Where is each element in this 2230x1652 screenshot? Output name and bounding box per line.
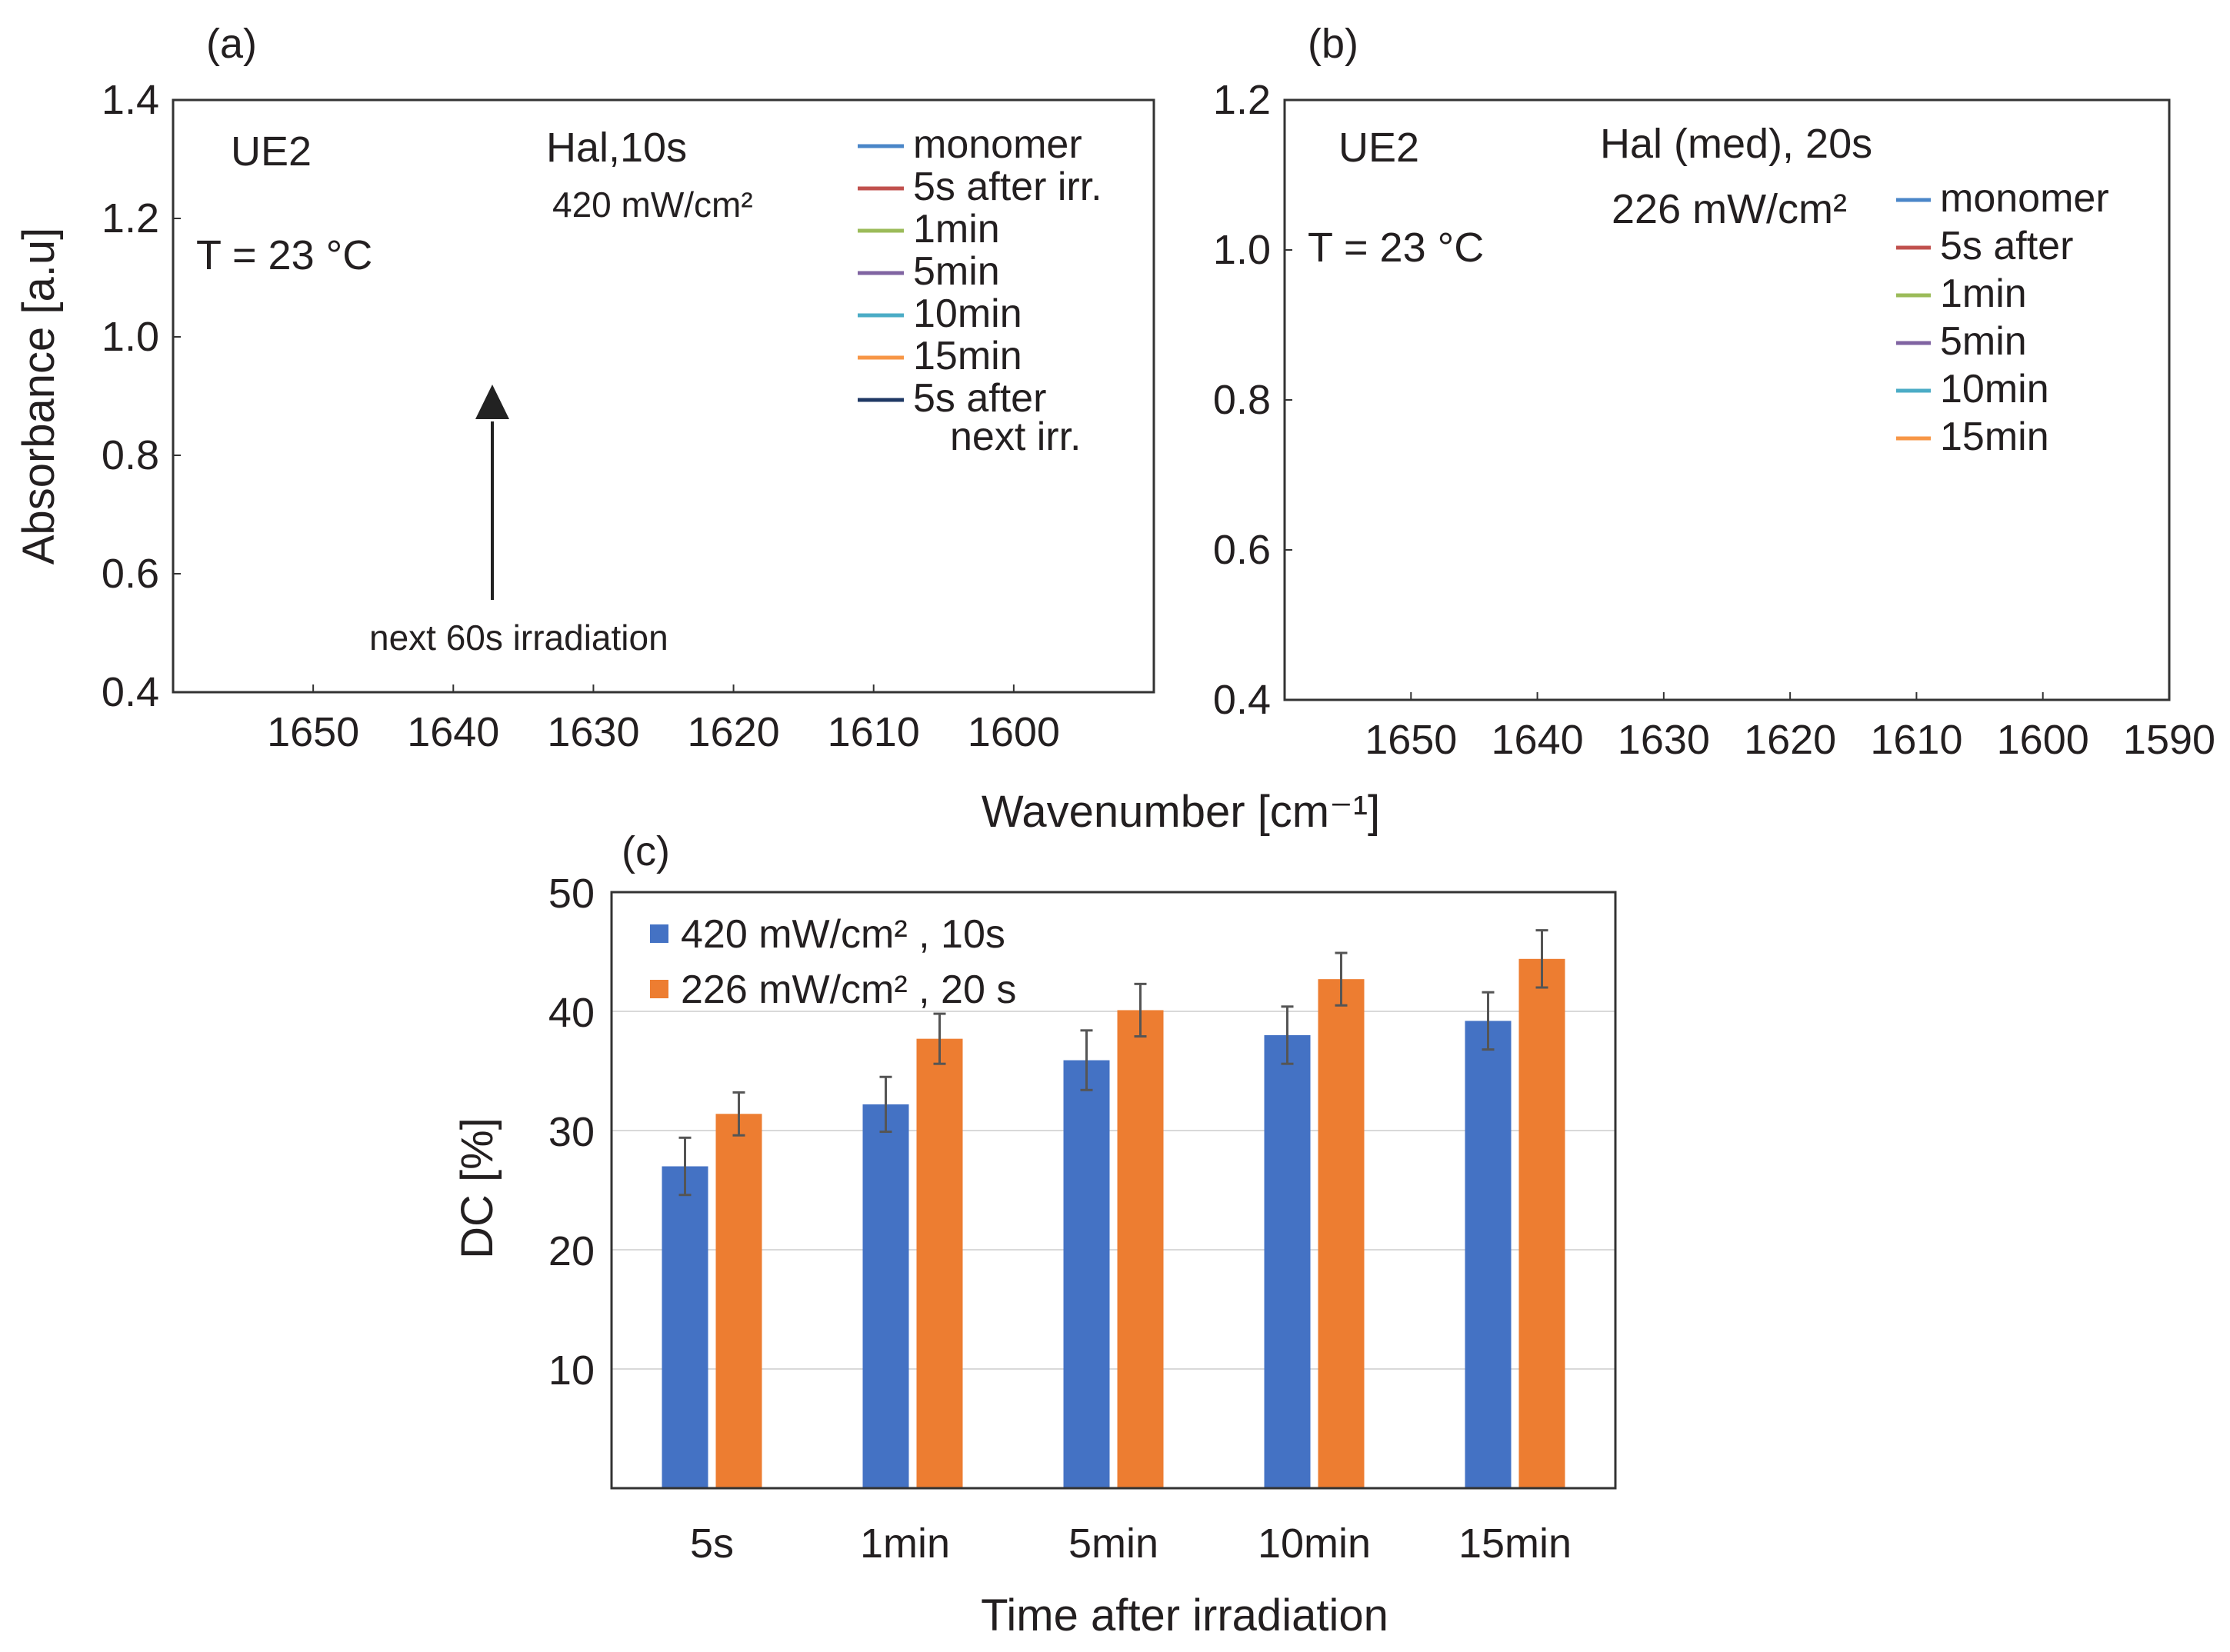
- panel-a-y-axis-label: Absorbance [a.u]: [14, 228, 64, 565]
- panel-b-x-tick-label-6: 1590: [2123, 717, 2215, 763]
- panel-a-legend-label-3: 5min: [913, 249, 1000, 294]
- panel-c-gridlines: [612, 891, 1615, 1370]
- panel-c-y-tick-label-3: 40: [548, 990, 595, 1036]
- panel-c-y-tick-label-0: 10: [548, 1347, 595, 1394]
- panel-c-bar-1-0: [715, 1114, 762, 1488]
- panel-a-y-tick-label-1: 0.6: [102, 551, 159, 597]
- panel-a-sample-label: UE2: [231, 128, 312, 175]
- panel-c-x-axis-label: Time after irradiation: [981, 1590, 1388, 1640]
- panel-a-label: (a): [206, 21, 257, 67]
- panel-c-y-tick-label-1: 20: [548, 1228, 595, 1274]
- panel-c-bar-1-3: [1318, 979, 1365, 1488]
- panel-b-sample-label: UE2: [1338, 125, 1419, 171]
- panel-a-legend-label-1: 5s after irr.: [913, 165, 1102, 209]
- panel-a-temperature-label: T = 23 °C: [196, 232, 372, 278]
- panel-c-x-ticks: 5s 1min 5min 10min 15min: [690, 1520, 1572, 1567]
- panel-a-x-tick-label-1: 1640: [407, 709, 499, 755]
- panel-c-y-tick-label-4: 50: [548, 871, 595, 917]
- panel-b-x-ticks: 1650 1640 1630 1620 1610 1600 1590: [1365, 692, 2215, 763]
- panel-b-y-tick-label-1: 0.6: [1213, 527, 1271, 573]
- panel-c-legend-swatch-0: [650, 924, 668, 943]
- panel-c-bar-1-2: [1117, 1010, 1164, 1488]
- panel-b-irradiance-label: 226 mW/cm²: [1612, 186, 1847, 232]
- panel-b-temperature-label: T = 23 °C: [1308, 225, 1484, 271]
- panel-a-condition-label: Hal,10s: [546, 125, 687, 171]
- panel-c-bar-0-3: [1264, 1035, 1311, 1488]
- panel-a-x-tick-label-4: 1610: [828, 709, 920, 755]
- panel-c-legend-swatch-1: [650, 980, 668, 998]
- panel-c-x-tick-label-4: 15min: [1458, 1520, 1572, 1567]
- panel-c-x-tick-label-2: 5min: [1068, 1520, 1158, 1567]
- panel-b-x-tick-label-5: 1600: [1997, 717, 2089, 763]
- panel-c-bar-0-2: [1063, 1060, 1110, 1488]
- panel-a-y-ticks: 0.4 0.6 0.8 1.0 1.2 1.4: [102, 77, 181, 715]
- panel-a-legend-label-5: 15min: [913, 334, 1022, 378]
- panel-c-y-ticks: 10 20 30 40 50: [548, 871, 595, 1394]
- panel-b-y-ticks: 0.4 0.6 0.8 1.0 1.2: [1213, 77, 1292, 723]
- panel-c-plot-frame: [610, 891, 1617, 1490]
- panel-a-arrow: [475, 385, 509, 600]
- panel-c-bar-0-4: [1465, 1021, 1512, 1488]
- panel-b-x-tick-label-4: 1610: [1870, 717, 1962, 763]
- panel-c-bar-1-1: [916, 1038, 963, 1488]
- panel-c-y-tick-label-2: 30: [548, 1109, 595, 1155]
- panel-b-condition-label: Hal (med), 20s: [1600, 121, 1872, 167]
- panel-c-bar-0-0: [662, 1166, 708, 1488]
- panel-b-y-tick-label-2: 0.8: [1213, 377, 1271, 423]
- panel-c-legend-label-0: 420 mW/cm² , 10s: [681, 912, 1005, 957]
- panel-b-legend-label-0: monomer: [1940, 176, 2109, 221]
- panel-b-spectrum: (b) 0.4 0.6 0.8 1.0 1.2 1650 1640 1630 1620 1610…: [1213, 21, 2215, 763]
- panel-c-x-tick-label-0: 5s: [690, 1520, 734, 1567]
- panel-c-bar-chart: (c) 10 20 30 40 50 5s 1min 5min 10min 15min DC […: [452, 828, 1617, 1640]
- panel-a-x-ticks: 1650 1640 1630 1620 1610 1600: [267, 684, 1060, 755]
- panel-b-y-tick-label-4: 1.2: [1213, 77, 1271, 123]
- panel-c-x-tick-label-1: 1min: [860, 1520, 950, 1567]
- panel-a-x-tick-label-2: 1630: [547, 709, 639, 755]
- panel-b-label: (b): [1308, 21, 1358, 67]
- panel-c-legend-label-1: 226 mW/cm² , 20 s: [681, 968, 1016, 1012]
- panel-a-legend-label-4: 10min: [913, 291, 1022, 336]
- panel-a-x-tick-label-5: 1600: [968, 709, 1060, 755]
- panel-a-legend-label-extra-6: next irr.: [950, 415, 1082, 459]
- panel-a-x-tick-label-3: 1620: [688, 709, 780, 755]
- panel-a-irradiance-label: 420 mW/cm²: [552, 185, 753, 225]
- panel-b-x-tick-label-1: 1640: [1492, 717, 1584, 763]
- panel-a-legend-label-0: monomer: [913, 122, 1082, 167]
- panel-b-y-tick-label-3: 1.0: [1213, 227, 1271, 273]
- panel-c-label: (c): [622, 828, 670, 874]
- panel-b-x-tick-label-3: 1620: [1744, 717, 1836, 763]
- panel-a-x-tick-label-0: 1650: [267, 709, 359, 755]
- panel-a-y-tick-label-0: 0.4: [102, 669, 159, 715]
- panel-b-legend-label-3: 5min: [1940, 319, 2027, 364]
- panel-a-plot-frame: [172, 98, 1155, 694]
- panel-a-spectrum: (a) 0.40.60.81.01.21.4 1650 1640 1630 1620 1…: [14, 21, 1155, 755]
- panel-a-arrow-note: next 60s irradiation: [369, 618, 668, 658]
- panel-b-legend-label-5: 15min: [1940, 415, 2049, 459]
- panel-c-bar-1-4: [1518, 958, 1565, 1488]
- panel-a-y-tick-label-2: 0.8: [102, 432, 159, 478]
- panel-a-legend-label-2: 1min: [913, 207, 1000, 251]
- panel-b-y-tick-label-0: 0.4: [1213, 677, 1271, 723]
- panel-c-legend: 420 mW/cm² , 10s 226 mW/cm² , 20 s: [650, 912, 1016, 1012]
- panel-c-x-tick-label-3: 10min: [1258, 1520, 1371, 1567]
- panel-c-bar-0-1: [862, 1104, 909, 1488]
- panel-a-y-tick-label-4: 1.2: [102, 195, 159, 241]
- shared-x-axis-label: Wavenumber [cm⁻¹]: [982, 787, 1380, 837]
- panel-c-bars: [662, 958, 1565, 1488]
- panel-c-y-axis-label: DC [%]: [452, 1117, 502, 1259]
- panel-b-x-tick-label-2: 1630: [1618, 717, 1710, 763]
- panel-a-y-tick-label-5: 1.4: [102, 77, 159, 123]
- panel-b-legend-label-2: 1min: [1940, 271, 2027, 316]
- panel-b-legend-label-1: 5s after: [1940, 224, 2073, 268]
- panel-c-error-bars: [678, 929, 1548, 1197]
- panel-a-y-tick-label-3: 1.0: [102, 314, 159, 360]
- panel-b-legend-label-4: 10min: [1940, 367, 2049, 411]
- panel-b-x-tick-label-0: 1650: [1365, 717, 1457, 763]
- panel-a-legend-label-6: 5s after: [913, 376, 1046, 421]
- panel-a-arrow-head: [475, 385, 509, 419]
